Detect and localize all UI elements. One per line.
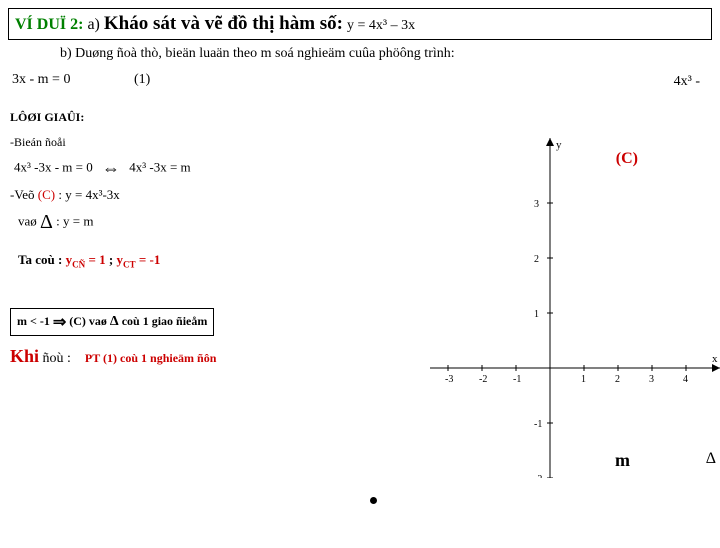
yct: yCT = -1 (116, 252, 160, 267)
svg-text:x: x (712, 353, 718, 365)
khi-word: Khi (10, 346, 39, 366)
pt-text: PT (1) coù 1 nghieäm ñôn (85, 351, 216, 365)
eq-neg-one: = -1 (136, 252, 161, 267)
header-equation: y = 4x³ – 3x (347, 18, 415, 33)
svg-text:-1: -1 (534, 419, 542, 430)
delta-symbol: Δ (40, 211, 53, 233)
eq-one: = 1 (85, 252, 105, 267)
svg-text:-3: -3 (445, 374, 453, 385)
svg-text:4: 4 (683, 374, 688, 385)
ct-sub: CT (123, 260, 136, 270)
svg-text:3: 3 (534, 199, 539, 210)
solution-header: LÔØI GIAÛI: (10, 110, 720, 125)
m-condition-box: m < -1 ⇒ (C) vaø Δ coù 1 giao ñieåm (10, 308, 214, 336)
eq-number-1: (1) (134, 72, 150, 87)
function-chart: yx-3-2-11234-3-2-1123 (430, 138, 720, 478)
veo-label: -Veõ (10, 187, 35, 202)
taco-label: Ta coù : (18, 252, 66, 267)
svg-text:2: 2 (615, 374, 620, 385)
svg-text:2: 2 (534, 254, 539, 265)
eq-right: 4x³ -3x = m (129, 159, 190, 174)
m-rest2: coù 1 giao ñieåm (122, 313, 208, 327)
vidu-label: VÍ DUÏ 2: (15, 16, 83, 33)
khi-nou: ñoù : (43, 351, 71, 366)
delta-inline: Δ (110, 314, 119, 329)
svg-text:-1: -1 (513, 374, 521, 385)
cd-sub: CÑ (72, 260, 85, 270)
curve-c-label: (C) (38, 187, 55, 202)
vao-label: vaø (18, 213, 37, 228)
delta-eq: : y = m (56, 213, 93, 228)
implies-icon: ⇒ (53, 314, 66, 331)
main-title: Kháo sát và vẽ đồ thị hàm số: (104, 13, 343, 34)
eq-left: 4x³ -3x - m = 0 (14, 159, 93, 174)
part-b-text: b) Duøng ñoà thò, bieän luaän theo m soá… (60, 46, 710, 62)
veo-equation: : y = 4x³-3x (58, 187, 119, 202)
m-cond: m < -1 (17, 313, 50, 327)
svg-text:-2: -2 (534, 474, 542, 478)
eq-3x: 3x - m = 0 (12, 72, 70, 87)
part-a: a) (87, 16, 99, 33)
ycd: yCÑ = 1 (66, 252, 109, 267)
header-box: VÍ DUÏ 2: a) Kháo sát và vẽ đồ thị hàm s… (8, 8, 712, 40)
iff-icon: ⇔ (102, 158, 120, 178)
right-equation: 4x³ - (674, 74, 700, 90)
svg-text:1: 1 (581, 374, 586, 385)
intersection-dot (370, 497, 377, 504)
svg-text:y: y (556, 139, 562, 151)
m-rest1: (C) vaø (69, 313, 107, 327)
svg-text:1: 1 (534, 309, 539, 320)
line-3x: 3x - m = 0 (1) (12, 72, 720, 88)
svg-text:-2: -2 (479, 374, 487, 385)
svg-text:3: 3 (649, 374, 654, 385)
